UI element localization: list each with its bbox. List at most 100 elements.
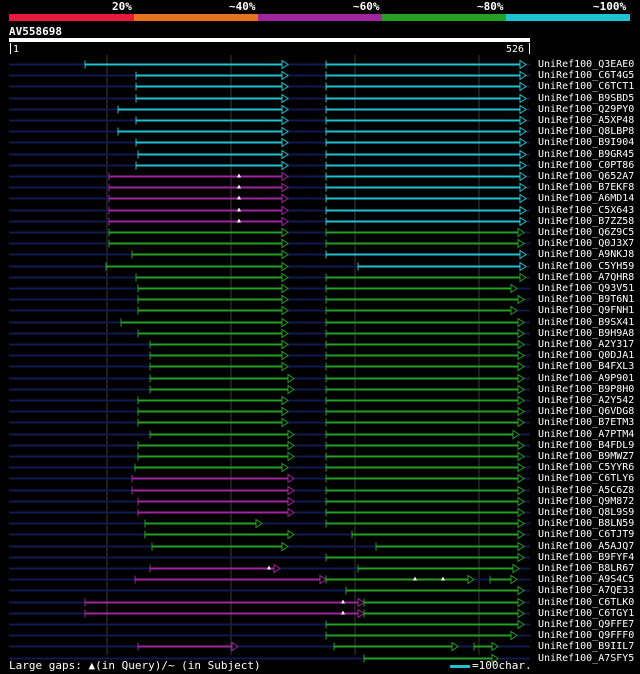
hit-extra-segment-2-arrow bbox=[491, 641, 499, 652]
hit-segment-1-arrow bbox=[281, 182, 289, 193]
hit-label[interactable]: UniRef100_Q652A7 bbox=[538, 171, 635, 182]
hit-label[interactable]: UniRef100_B7EKF8 bbox=[538, 182, 635, 193]
hit-segment-1-arrow bbox=[281, 462, 289, 473]
hit-label[interactable]: UniRef100_C5YYR6 bbox=[538, 462, 635, 473]
hit-label[interactable]: UniRef100_B9H9A8 bbox=[538, 328, 635, 339]
hit-segment-2-arrow bbox=[517, 317, 525, 328]
hit-segment-1-arrow bbox=[281, 305, 289, 316]
hit-label[interactable]: UniRef100_B9T6N1 bbox=[538, 294, 635, 305]
hit-label[interactable]: UniRef100_Q9FFE7 bbox=[538, 619, 635, 630]
query-gap-marker bbox=[413, 576, 417, 581]
hit-segment-1-arrow bbox=[281, 261, 289, 272]
hit-label[interactable]: UniRef100_Q93V51 bbox=[538, 283, 635, 294]
hit-label[interactable]: UniRef100_B7ETM3 bbox=[538, 417, 635, 428]
hit-label[interactable]: UniRef100_B9FYF4 bbox=[538, 552, 635, 563]
query-bar bbox=[9, 38, 530, 42]
hit-label[interactable]: UniRef100_Q29PY0 bbox=[538, 104, 635, 115]
query-id[interactable]: AV558698 bbox=[9, 25, 62, 38]
hit-label[interactable]: UniRef100_A7QE33 bbox=[538, 585, 635, 596]
hit-segment-2-arrow bbox=[517, 518, 525, 529]
hit-label[interactable]: UniRef100_C6TLY6 bbox=[538, 473, 635, 484]
hit-segment-2-arrow bbox=[519, 93, 527, 104]
hit-segment-1-arrow bbox=[287, 440, 295, 451]
hit-label[interactable]: UniRef100_Q6VDG8 bbox=[538, 406, 635, 417]
hit-segment-1-arrow bbox=[281, 272, 289, 283]
hit-label[interactable]: UniRef100_A9NKJ8 bbox=[538, 249, 635, 260]
hit-label[interactable]: UniRef100_A7QHR8 bbox=[538, 272, 635, 283]
hit-segment-2-arrow bbox=[517, 440, 525, 451]
hit-label[interactable]: UniRef100_C5X643 bbox=[538, 205, 635, 216]
hit-segment-1-arrow bbox=[281, 249, 289, 260]
hit-segment-2-arrow bbox=[517, 238, 525, 249]
hit-segment-1-arrow bbox=[281, 406, 289, 417]
hit-segment-2-arrow bbox=[517, 294, 525, 305]
hit-label[interactable]: UniRef100_Q0DJA1 bbox=[538, 350, 635, 361]
hit-label[interactable]: UniRef100_Q6Z9C5 bbox=[538, 227, 635, 238]
hit-label[interactable]: UniRef100_C6T4G5 bbox=[538, 70, 635, 81]
query-start-label: 1 bbox=[13, 44, 20, 55]
hit-label[interactable]: UniRef100_A5C6Z8 bbox=[538, 485, 635, 496]
hit-label[interactable]: UniRef100_Q9M872 bbox=[538, 496, 635, 507]
hit-label[interactable]: UniRef100_A5XP48 bbox=[538, 115, 635, 126]
hit-segment-1-arrow bbox=[273, 563, 281, 574]
hit-label[interactable]: UniRef100_C6TLK0 bbox=[538, 597, 635, 608]
hit-segment-2-arrow bbox=[517, 417, 525, 428]
hit-segment-1-arrow bbox=[281, 238, 289, 249]
hit-label[interactable]: UniRef100_Q8L9S9 bbox=[538, 507, 635, 518]
hit-label[interactable]: UniRef100_A9S4C5 bbox=[538, 574, 635, 585]
hit-extra-segment-1-arrow bbox=[517, 473, 525, 484]
hit-label[interactable]: UniRef100_A7SFY5 bbox=[538, 653, 635, 664]
hit-label[interactable]: UniRef100_Q9FFF0 bbox=[538, 630, 635, 641]
hit-label[interactable]: UniRef100_C6TCT1 bbox=[538, 81, 635, 92]
hit-extra-segment-1-arrow bbox=[517, 608, 525, 619]
hit-label[interactable]: UniRef100_B9I904 bbox=[538, 137, 635, 148]
hit-label[interactable]: UniRef100_B9MWZ7 bbox=[538, 451, 635, 462]
hit-label[interactable]: UniRef100_B9P8H0 bbox=[538, 384, 635, 395]
query-gap-marker bbox=[237, 218, 241, 223]
scale-key-bar bbox=[450, 665, 470, 668]
hit-label[interactable]: UniRef100_B4FDL9 bbox=[538, 440, 635, 451]
hit-label[interactable]: UniRef100_Q3EAE0 bbox=[538, 59, 635, 70]
hit-label[interactable]: UniRef100_B9IIL7 bbox=[538, 641, 635, 652]
hit-label[interactable]: UniRef100_A9P901 bbox=[538, 373, 635, 384]
hit-label[interactable]: UniRef100_B9SBD5 bbox=[538, 93, 635, 104]
scale-key-label: =100char. bbox=[472, 659, 532, 672]
hit-label[interactable]: UniRef100_C6TJT9 bbox=[538, 529, 635, 540]
hit-segment-2-arrow bbox=[517, 339, 525, 350]
hit-segment-1-arrow bbox=[287, 384, 295, 395]
query-gap-marker bbox=[341, 599, 345, 604]
hit-label[interactable]: UniRef100_C6TGY1 bbox=[538, 608, 635, 619]
hit-label[interactable]: UniRef100_B7ZZ58 bbox=[538, 216, 635, 227]
hit-label[interactable]: UniRef100_B9GR45 bbox=[538, 149, 635, 160]
hit-label[interactable]: UniRef100_C0PT86 bbox=[538, 160, 635, 171]
hit-segment-2-arrow bbox=[512, 429, 520, 440]
hit-label[interactable]: UniRef100_Q9FNH1 bbox=[538, 305, 635, 316]
hit-extra-segment-1-arrow bbox=[519, 171, 527, 182]
hit-label[interactable]: UniRef100_C5YH59 bbox=[538, 261, 635, 272]
legend-swatch-100 bbox=[506, 14, 630, 21]
hit-segment-1-arrow bbox=[281, 361, 289, 372]
hit-segment-1-arrow bbox=[281, 227, 289, 238]
hit-label[interactable]: UniRef100_Q0J3X7 bbox=[538, 238, 635, 249]
hit-label[interactable]: UniRef100_Q8LBP8 bbox=[538, 126, 635, 137]
hit-label[interactable]: UniRef100_B4FXL3 bbox=[538, 361, 635, 372]
hit-segment-1-arrow bbox=[281, 283, 289, 294]
hit-segment-2-arrow bbox=[517, 541, 525, 552]
hit-label[interactable]: UniRef100_B9SX41 bbox=[538, 317, 635, 328]
hit-label[interactable]: UniRef100_A2Y317 bbox=[538, 339, 635, 350]
hit-label[interactable]: UniRef100_A6MD14 bbox=[538, 193, 635, 204]
hit-segment-1-arrow bbox=[281, 115, 289, 126]
hit-segment-2-arrow bbox=[517, 384, 525, 395]
hit-segment-1-arrow bbox=[287, 496, 295, 507]
hit-label[interactable]: UniRef100_A5AJQ7 bbox=[538, 541, 635, 552]
hit-segment-1-arrow bbox=[357, 597, 365, 608]
hit-label[interactable]: UniRef100_B8LN59 bbox=[538, 518, 635, 529]
hit-label[interactable]: UniRef100_B8LR67 bbox=[538, 563, 635, 574]
query-gap-marker bbox=[341, 610, 345, 615]
hit-segment-2-arrow bbox=[519, 272, 527, 283]
hit-segment-1-arrow bbox=[281, 395, 289, 406]
hit-segment-2-arrow bbox=[517, 373, 525, 384]
hit-label[interactable]: UniRef100_A2Y542 bbox=[538, 395, 635, 406]
hit-label[interactable]: UniRef100_A7PTM4 bbox=[538, 429, 635, 440]
hit-segment-2-arrow bbox=[519, 137, 527, 148]
